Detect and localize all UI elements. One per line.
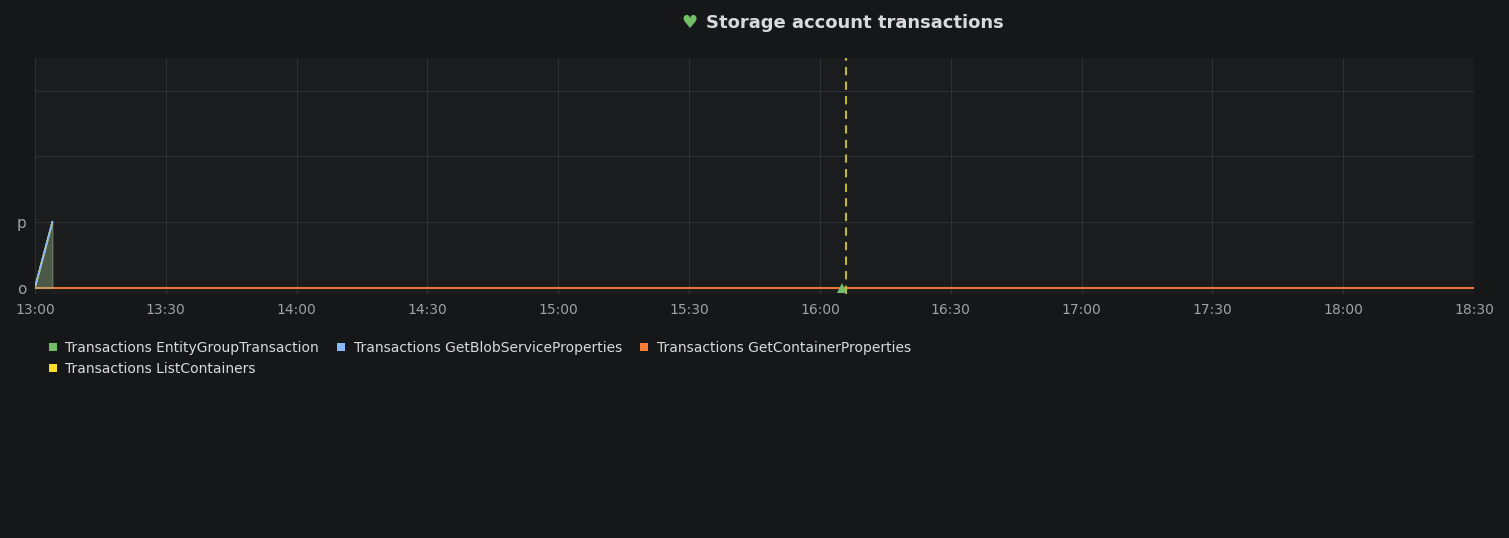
Text: ♥: ♥ — [681, 14, 697, 32]
Text: Storage account transactions: Storage account transactions — [706, 14, 1003, 32]
Legend: Transactions EntityGroupTransaction, Transactions ListContainers, Transactions G: Transactions EntityGroupTransaction, Tra… — [42, 336, 916, 382]
